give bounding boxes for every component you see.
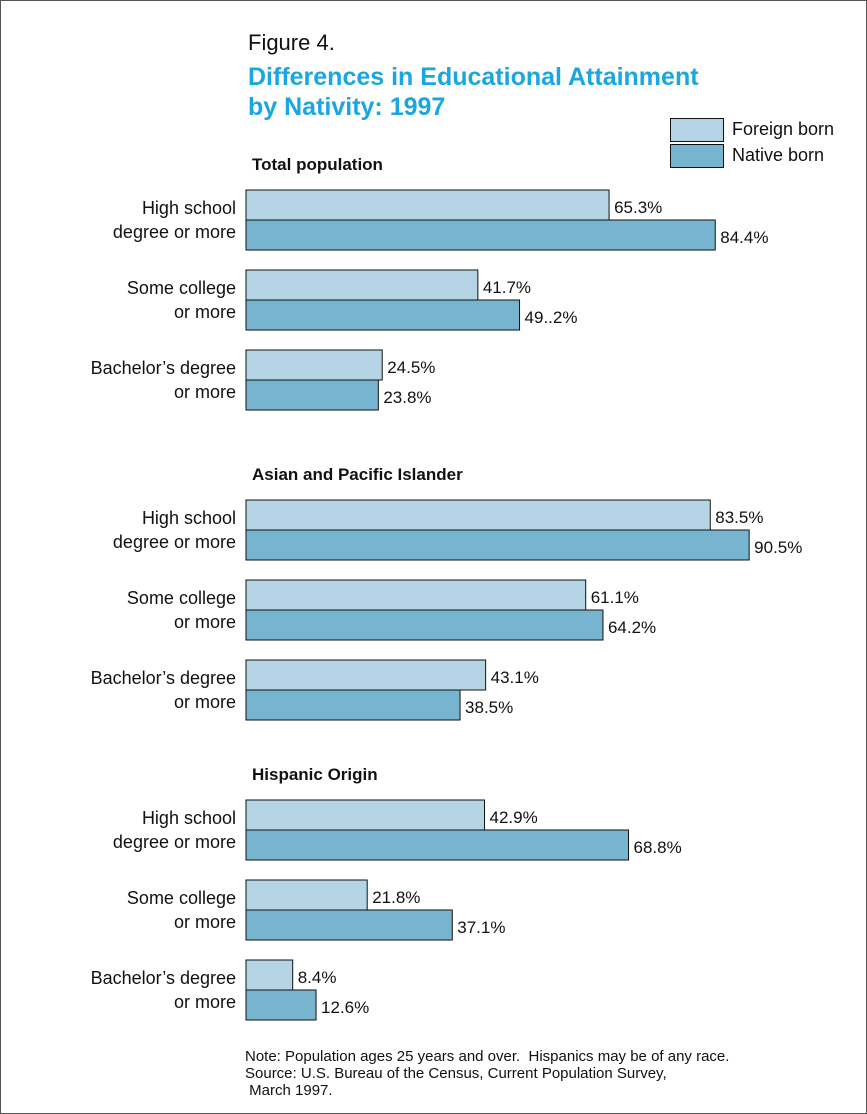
category-label-bachelor-s-degree-or-more-line-2: or more (174, 992, 236, 1012)
bar-asian-and-pacific-islander-some-college-or-more-foreign-born (245, 579, 587, 611)
category-label-bachelor-s-degree-or-more-line-2: or more (174, 382, 236, 402)
value-label-asian-and-pacific-islander-bachelor-s-degree-or-more-native-born: 38.5% (465, 698, 513, 717)
bar-asian-and-pacific-islander-high-school-degree-or-more-foreign-born (245, 499, 711, 531)
figure-label: Figure 4. (248, 30, 335, 55)
value-label-asian-and-pacific-islander-bachelor-s-degree-or-more-foreign-born: 43.1% (491, 668, 539, 687)
legend-swatch-native-born (670, 144, 724, 168)
bar-hispanic-origin-bachelor-s-degree-or-more-native-born (245, 989, 317, 1021)
chart-title-line-1: Differences in Educational Attainment (248, 63, 699, 91)
value-label-hispanic-origin-some-college-or-more-foreign-born: 21.8% (372, 888, 420, 907)
value-label-total-population-high-school-degree-or-more-foreign-born: 65.3% (614, 198, 662, 217)
value-label-total-population-bachelor-s-degree-or-more-foreign-born: 24.5% (387, 358, 435, 377)
bar-total-population-high-school-degree-or-more-foreign-born (245, 189, 610, 221)
value-label-asian-and-pacific-islander-high-school-degree-or-more-native-born: 90.5% (754, 538, 802, 557)
legend-label-native-born: Native born (732, 145, 825, 165)
legend-label-foreign-born: Foreign born (732, 119, 835, 139)
source-date-text: March 1997. (245, 1082, 333, 1099)
value-label-total-population-some-college-or-more-foreign-born: 41.7% (483, 278, 531, 297)
category-label-high-school-degree-or-more-line-1: High school (142, 808, 236, 828)
category-label-some-college-or-more-line-1: Some college (127, 888, 236, 908)
notes: Note: Population ages 25 years and over.… (245, 1048, 729, 1099)
panel-title-total-population: Total population (252, 155, 383, 174)
value-label-asian-and-pacific-islander-high-school-degree-or-more-foreign-born: 83.5% (715, 508, 763, 527)
category-label-high-school-degree-or-more-line-2: degree or more (113, 532, 236, 552)
value-label-hispanic-origin-bachelor-s-degree-or-more-foreign-born: 8.4% (298, 968, 337, 987)
bar-total-population-bachelor-s-degree-or-more-foreign-born (245, 349, 383, 381)
bar-hispanic-origin-high-school-degree-or-more-native-born (245, 829, 630, 861)
source-text: Source: U.S. Bureau of the Census, Curre… (245, 1065, 667, 1082)
note-text: Note: Population ages 25 years and over.… (245, 1048, 730, 1065)
value-label-hispanic-origin-high-school-degree-or-more-native-born: 68.8% (634, 838, 682, 857)
category-label-bachelor-s-degree-or-more-line-1: Bachelor’s degree (91, 358, 236, 378)
bar-asian-and-pacific-islander-some-college-or-more-native-born (245, 609, 604, 641)
bar-hispanic-origin-high-school-degree-or-more-foreign-born (245, 799, 486, 831)
value-label-total-population-some-college-or-more-native-born: 49..2% (525, 308, 578, 327)
value-label-hispanic-origin-some-college-or-more-native-born: 37.1% (457, 918, 505, 937)
value-label-hispanic-origin-high-school-degree-or-more-foreign-born: 42.9% (490, 808, 538, 827)
category-label-high-school-degree-or-more-line-2: degree or more (113, 832, 236, 852)
legend-swatch-foreign-born (670, 118, 724, 142)
panel-title-asian-and-pacific-islander: Asian and Pacific Islander (252, 465, 463, 484)
value-label-asian-and-pacific-islander-some-college-or-more-native-born: 64.2% (608, 618, 656, 637)
bar-asian-and-pacific-islander-high-school-degree-or-more-native-born (245, 529, 750, 561)
category-label-some-college-or-more-line-2: or more (174, 302, 236, 322)
category-label-some-college-or-more-line-2: or more (174, 612, 236, 632)
value-label-asian-and-pacific-islander-some-college-or-more-foreign-born: 61.1% (591, 588, 639, 607)
category-label-high-school-degree-or-more-line-1: High school (142, 198, 236, 218)
category-label-some-college-or-more-line-2: or more (174, 912, 236, 932)
category-label-some-college-or-more-line-1: Some college (127, 588, 236, 608)
value-label-total-population-bachelor-s-degree-or-more-native-born: 23.8% (383, 388, 431, 407)
bar-hispanic-origin-some-college-or-more-foreign-born (245, 879, 368, 911)
bar-total-population-bachelor-s-degree-or-more-native-born (245, 379, 379, 411)
bar-hispanic-origin-bachelor-s-degree-or-more-foreign-born (245, 959, 294, 991)
category-label-bachelor-s-degree-or-more-line-1: Bachelor’s degree (91, 968, 236, 988)
bar-total-population-some-college-or-more-foreign-born (245, 269, 479, 301)
value-label-hispanic-origin-bachelor-s-degree-or-more-native-born: 12.6% (321, 998, 369, 1017)
bar-total-population-some-college-or-more-native-born (245, 299, 521, 331)
bar-total-population-high-school-degree-or-more-native-born (245, 219, 716, 251)
value-label-total-population-high-school-degree-or-more-native-born: 84.4% (720, 228, 768, 247)
category-label-some-college-or-more-line-1: Some college (127, 278, 236, 298)
chart-title: Differences in Educational Attainment by… (248, 62, 788, 122)
bar-hispanic-origin-some-college-or-more-native-born (245, 909, 453, 941)
bar-asian-and-pacific-islander-bachelor-s-degree-or-more-foreign-born (245, 659, 487, 691)
panel-title-hispanic-origin: Hispanic Origin (252, 765, 378, 784)
category-label-bachelor-s-degree-or-more-line-2: or more (174, 692, 236, 712)
category-label-high-school-degree-or-more-line-1: High school (142, 508, 236, 528)
category-label-high-school-degree-or-more-line-2: degree or more (113, 222, 236, 242)
bar-asian-and-pacific-islander-bachelor-s-degree-or-more-native-born (245, 689, 461, 721)
chart-title-line-2: by Nativity: 1997 (248, 93, 446, 121)
category-label-bachelor-s-degree-or-more-line-1: Bachelor’s degree (91, 668, 236, 688)
